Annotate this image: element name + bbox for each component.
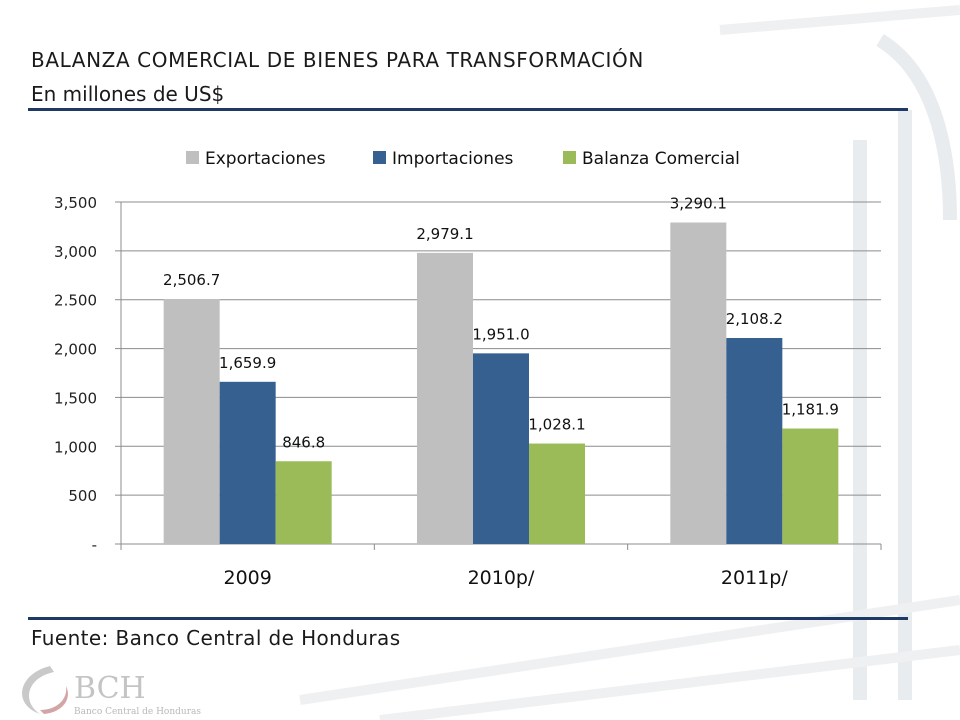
bottom-rule: [28, 617, 908, 620]
data-label: 1,659.9: [219, 354, 276, 372]
x-tick-label: 2010p/: [468, 567, 535, 589]
legend-label: Importaciones: [392, 149, 514, 169]
data-label: 1,951.0: [472, 325, 529, 343]
data-label: 2,979.1: [416, 225, 473, 243]
bar: [163, 299, 220, 544]
chart-data-labels: 2,506.7 1,659.9 846.8 2,979.1 1,951.0 1,028.1…: [163, 195, 839, 452]
source-note: Fuente: Banco Central de Honduras: [31, 626, 401, 650]
data-label: 3,290.1: [670, 195, 727, 213]
data-label: 1,181.9: [782, 401, 839, 419]
y-tick-label: -: [92, 536, 97, 554]
chart-bars: [163, 222, 839, 545]
logo-emblem-icon: [22, 666, 68, 714]
y-tick-label: 1,500: [54, 389, 97, 407]
bar: [275, 461, 332, 544]
y-tick-label: 3,000: [54, 243, 97, 261]
y-axis: - 500 1,000 1,500 2,000 2.500 3,000 3,500: [54, 194, 122, 554]
y-tick-label: 2,000: [54, 341, 97, 359]
bar: [670, 222, 727, 544]
y-tick-label: 2.500: [54, 292, 97, 310]
data-label: 846.8: [282, 433, 325, 451]
y-tick-label: 1,000: [54, 438, 97, 456]
top-rule: [28, 108, 908, 111]
svg-text:Banco Central de Honduras: Banco Central de Honduras: [74, 707, 201, 717]
legend-label: Balanza Comercial: [582, 149, 740, 169]
data-label: 2,108.2: [726, 310, 783, 328]
bar: [473, 353, 529, 544]
bch-logo: BCH Banco Central de Honduras: [22, 666, 201, 717]
page-title: BALANZA COMERCIAL DE BIENES PARA TRANSFO…: [31, 48, 644, 72]
bar: [417, 252, 473, 545]
legend-swatch: [373, 151, 386, 164]
legend-swatch: [563, 151, 576, 164]
bar: [219, 381, 276, 544]
data-label: 2,506.7: [163, 271, 220, 289]
y-tick-label: 3,500: [54, 194, 97, 212]
bar: [529, 443, 585, 544]
x-axis: 2009 2010p/2011p/: [120, 543, 882, 589]
svg-text:BCH: BCH: [74, 671, 146, 706]
legend-label: Exportaciones: [205, 149, 326, 169]
page-subtitle: En millones de US$: [31, 82, 225, 106]
data-label: 1,028.1: [528, 416, 585, 434]
bar: [782, 428, 839, 544]
chart-legend: Exportaciones Importaciones Balanza Comerc…: [186, 149, 740, 169]
x-tick-label: 2011p/: [721, 567, 788, 589]
legend-swatch: [186, 151, 199, 164]
x-tick-label: 2009: [223, 567, 271, 589]
y-tick-label: 500: [68, 487, 97, 505]
bar: [726, 337, 783, 544]
